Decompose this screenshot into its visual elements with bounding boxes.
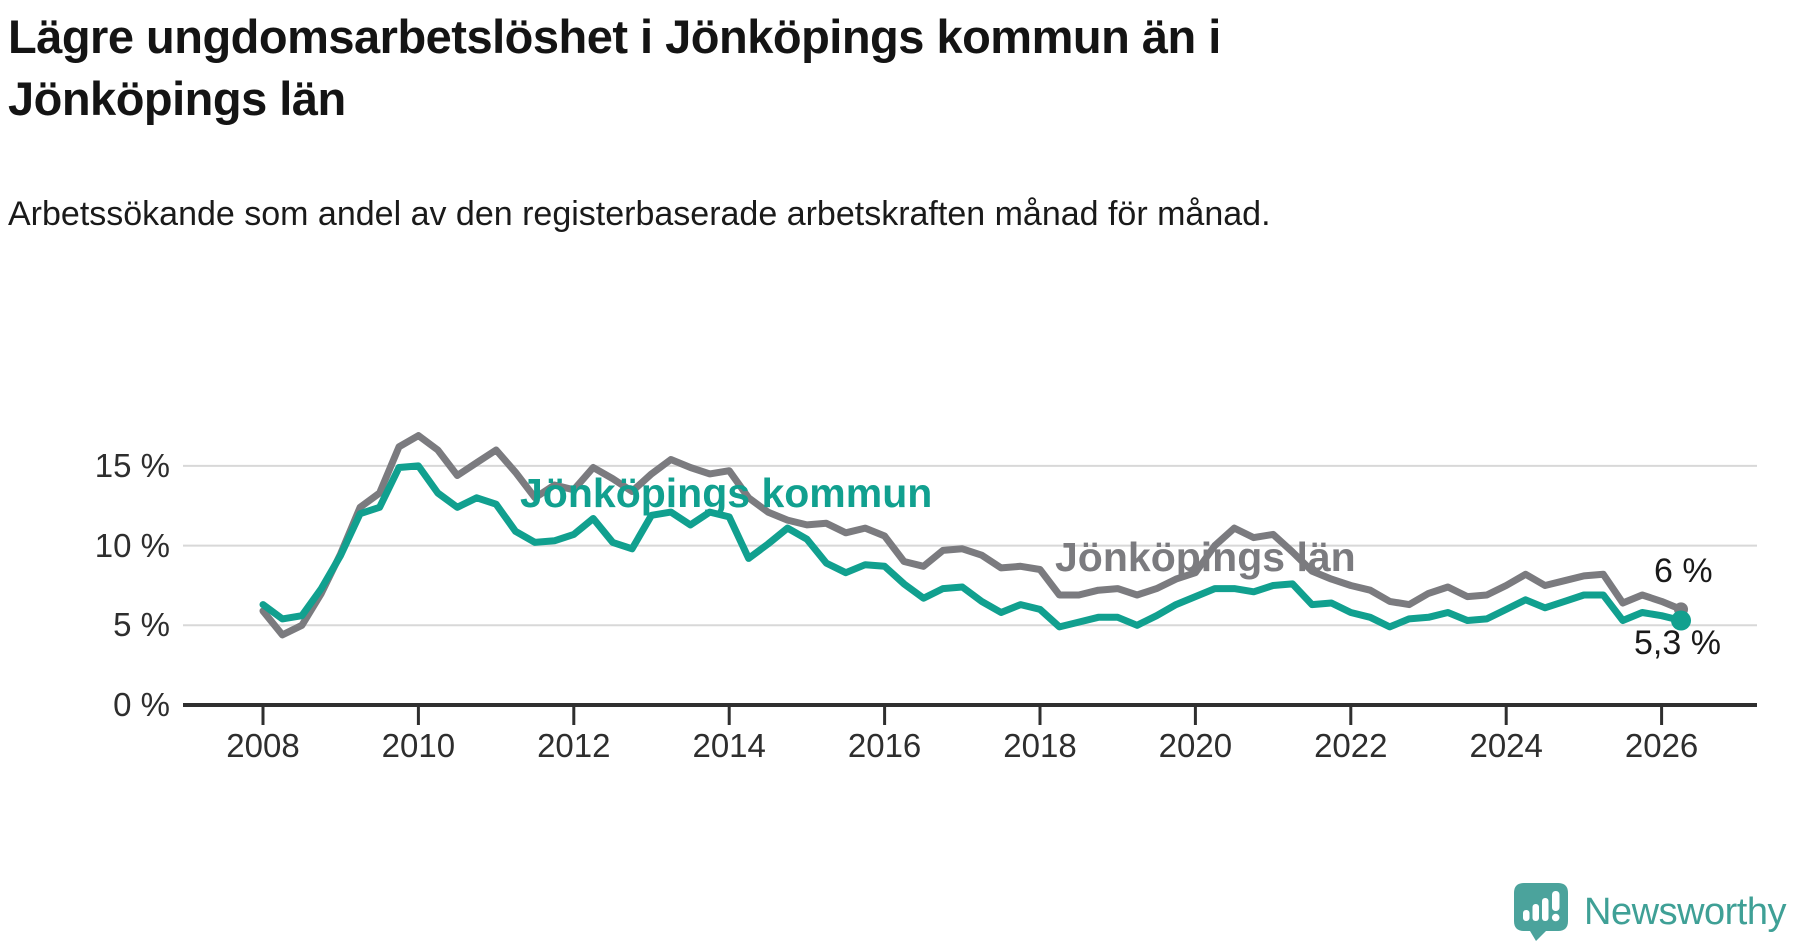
series-line-lan — [259, 432, 1685, 639]
y-axis-label: 5 % — [113, 606, 170, 644]
x-axis-label: 2014 — [692, 727, 766, 764]
x-axis-label: 2022 — [1314, 727, 1388, 764]
end-value-label-kommun: 5,3 % — [1634, 624, 1721, 662]
x-axis-label: 2012 — [537, 727, 611, 764]
end-value-label-lan: 6 % — [1654, 552, 1713, 590]
newsworthy-wordmark: Newsworthy — [1584, 890, 1786, 933]
newsworthy-logo: Newsworthy — [1513, 882, 1786, 942]
x-axis-label: 2016 — [847, 727, 922, 764]
series-line-kommun — [259, 462, 1685, 631]
chart-title: Lägre ungdomsarbetslöshet i Jönköpings k… — [8, 10, 1221, 126]
x-axis-label: 2020 — [1158, 727, 1233, 764]
series-label-lan: Jönköpings län — [1055, 534, 1356, 580]
x-axis-label: 2018 — [1003, 727, 1077, 764]
series-label-kommun: Jönköpings kommun — [520, 470, 933, 516]
y-axis-label: 15 % — [94, 446, 170, 484]
x-axis-label: 2024 — [1469, 727, 1543, 764]
chart-subtitle: Arbetssökande som andel av den registerb… — [8, 195, 1271, 233]
y-axis-label: 10 % — [94, 526, 170, 564]
x-axis-label: 2008 — [226, 727, 300, 764]
x-axis-label: 2026 — [1624, 727, 1699, 764]
y-axis-label: 0 % — [113, 686, 170, 723]
series-end-dot-kommun — [1671, 610, 1692, 631]
x-axis-label: 2010 — [381, 727, 456, 764]
newsworthy-icon — [1514, 883, 1569, 941]
